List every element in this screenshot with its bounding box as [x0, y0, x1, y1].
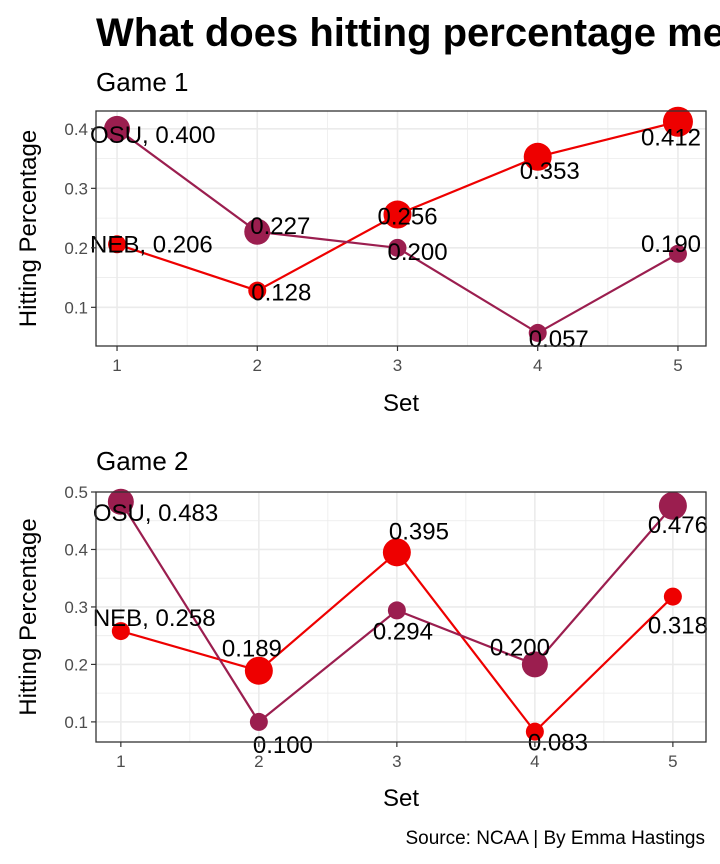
data-label-neb: 0.412	[641, 125, 701, 152]
data-label-osu: 0.200	[387, 239, 447, 266]
data-label-osu: 0.190	[641, 231, 701, 258]
point-osu	[528, 323, 547, 342]
x-tick-label: 1	[112, 356, 121, 375]
x-tick-label: 2	[253, 356, 262, 375]
point-neb	[662, 106, 693, 137]
x-tick-label: 3	[393, 356, 402, 375]
point-osu	[668, 244, 687, 263]
data-label-neb: 0.395	[389, 518, 449, 545]
data-label-osu: OSU, 0.483	[93, 500, 218, 527]
point-osu	[244, 218, 271, 245]
data-label-osu: 0.100	[253, 732, 313, 759]
point-osu	[107, 488, 134, 515]
y-axis-title: Hitting Percentage	[15, 518, 42, 715]
point-neb	[111, 622, 130, 641]
chart-title: What does hitting percentage mean	[96, 11, 720, 55]
y-tick-label: 0.2	[64, 239, 88, 258]
panel-border	[95, 110, 707, 347]
point-neb	[248, 281, 267, 300]
y-tick-label: 0.5	[64, 483, 88, 502]
data-label-neb: 0.318	[648, 613, 708, 640]
data-label-neb: 0.189	[222, 636, 282, 663]
data-label-osu: OSU, 0.400	[90, 122, 215, 149]
point-neb	[383, 200, 412, 229]
point-osu	[249, 712, 268, 731]
data-label-osu: 0.057	[529, 326, 589, 353]
panel-subtitle: Game 2	[96, 446, 189, 476]
x-tick-label: 5	[668, 752, 677, 771]
data-label-neb: NEB, 0.258	[93, 605, 216, 632]
y-tick-label: 0.1	[64, 713, 88, 732]
y-tick-label: 0.3	[64, 179, 88, 198]
point-neb	[108, 235, 127, 254]
data-label-neb: 0.083	[528, 730, 588, 757]
data-label-neb: 0.353	[520, 158, 580, 185]
data-label-osu: 0.294	[373, 618, 433, 645]
y-tick-label: 0.4	[64, 120, 88, 139]
x-axis-title: Set	[383, 785, 419, 812]
panel-border	[95, 491, 707, 743]
x-tick-label: 5	[673, 356, 682, 375]
point-neb	[663, 587, 682, 606]
x-tick-label: 2	[254, 752, 263, 771]
y-tick-label: 0.1	[64, 298, 88, 317]
chart-caption: Source: NCAA | By Emma Hastings	[405, 828, 705, 849]
point-neb	[523, 142, 552, 171]
data-label-neb: NEB, 0.206	[90, 231, 213, 258]
point-osu	[658, 491, 687, 520]
data-label-osu: 0.476	[648, 512, 708, 539]
data-label-osu: 0.227	[250, 213, 310, 240]
point-neb	[382, 538, 411, 567]
point-osu	[388, 238, 407, 257]
x-tick-label: 4	[530, 752, 539, 771]
point-osu	[104, 115, 131, 142]
point-neb	[244, 656, 273, 685]
x-axis-title: Set	[383, 390, 419, 417]
y-tick-label: 0.2	[64, 655, 88, 674]
panel-subtitle: Game 1	[96, 67, 189, 97]
data-label-osu: 0.200	[490, 634, 550, 661]
x-tick-label: 1	[116, 752, 125, 771]
y-tick-label: 0.4	[64, 540, 88, 559]
point-osu	[521, 651, 548, 678]
x-tick-label: 3	[392, 752, 401, 771]
data-label-neb: 0.256	[377, 204, 437, 231]
data-label-neb: 0.128	[251, 280, 311, 307]
y-axis-title: Hitting Percentage	[15, 130, 42, 327]
y-tick-label: 0.3	[64, 598, 88, 617]
point-osu	[387, 601, 406, 620]
x-tick-label: 4	[533, 356, 542, 375]
point-neb	[525, 722, 544, 741]
